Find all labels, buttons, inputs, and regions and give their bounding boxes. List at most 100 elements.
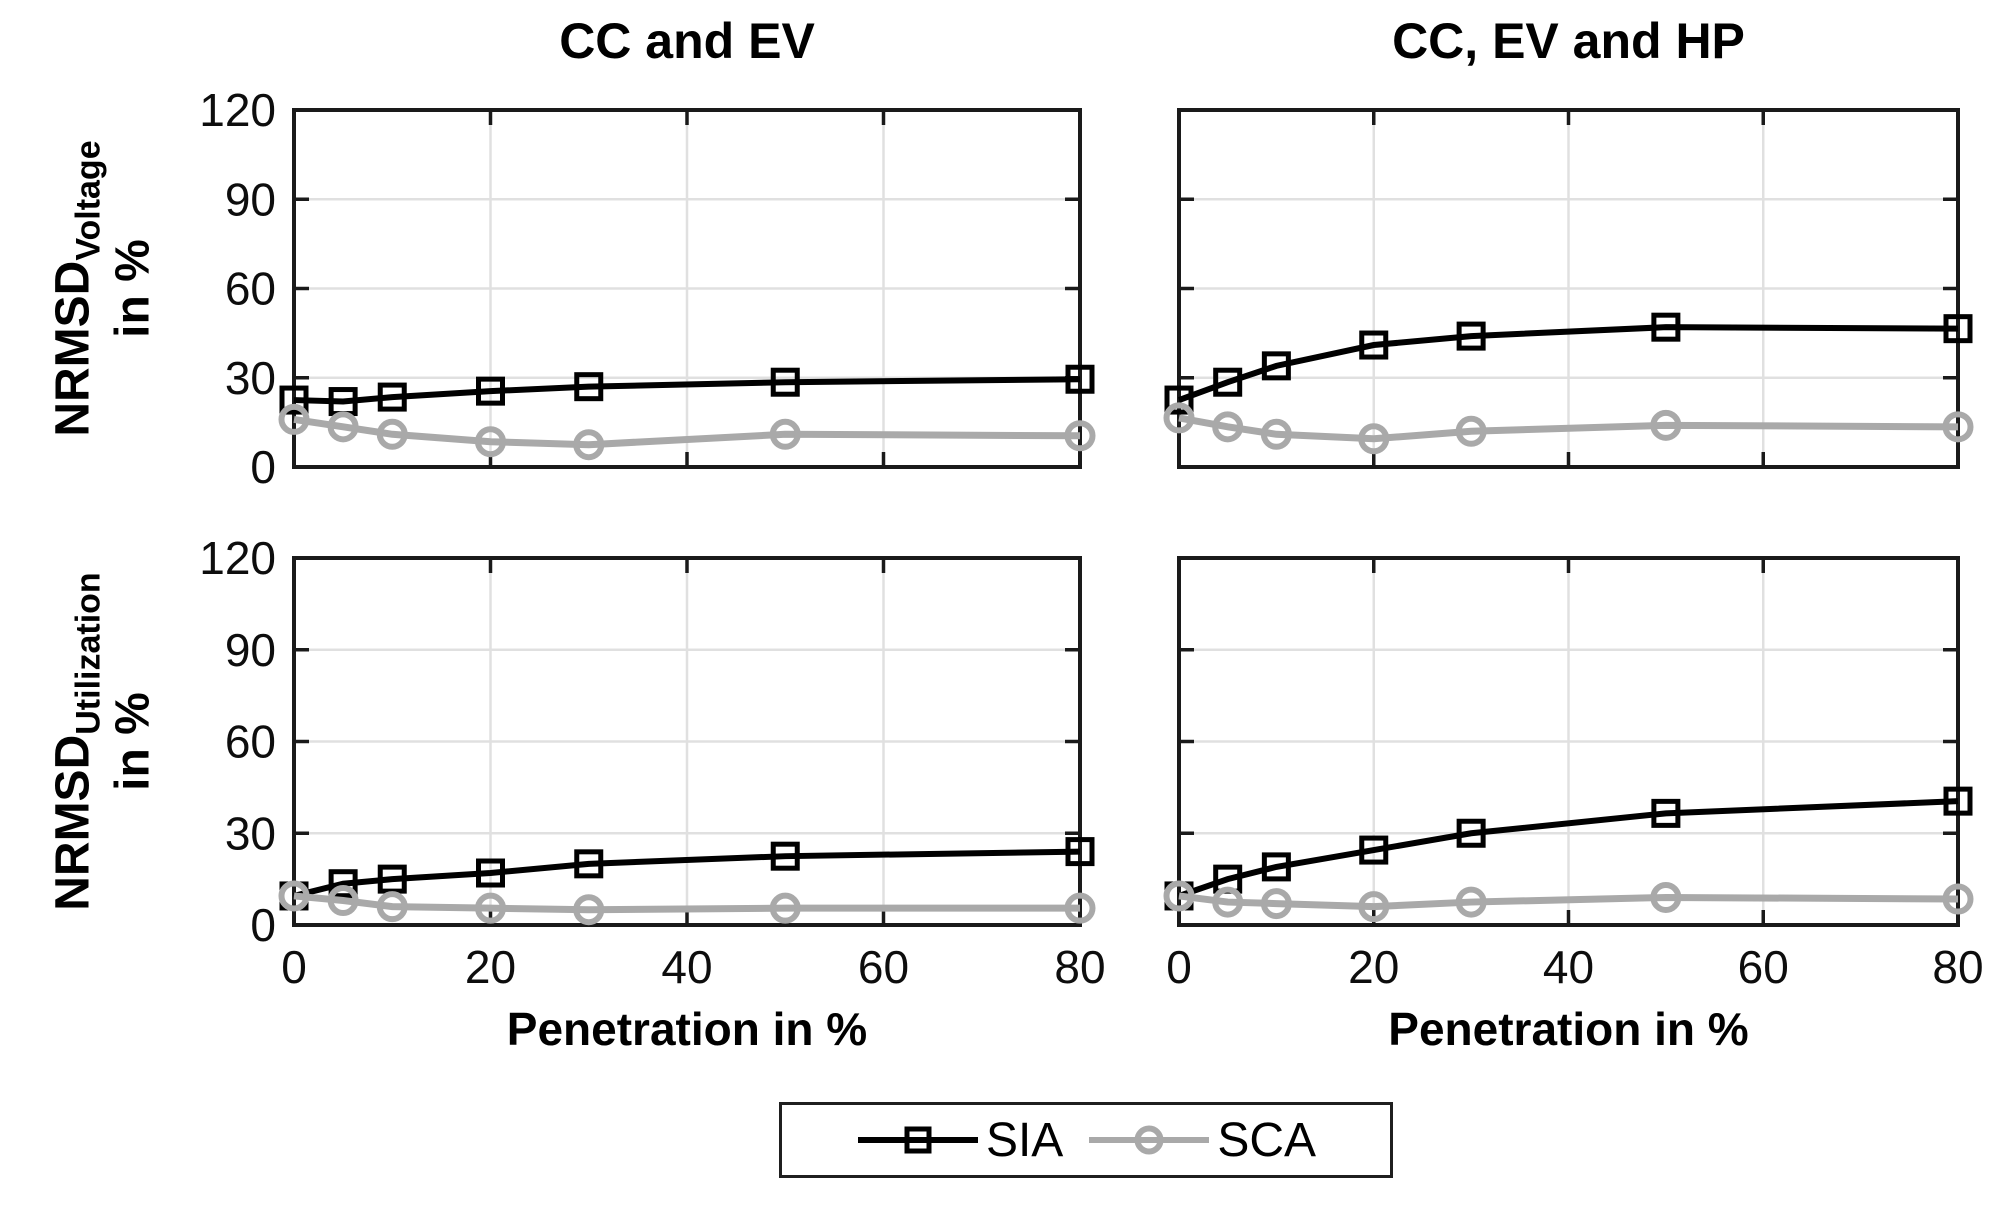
- marker-square-sia: [1943, 314, 1973, 344]
- marker-square-sia: [1651, 798, 1681, 828]
- marker-circle-sca: [1163, 880, 1195, 912]
- ylabel-main: NRMSD: [46, 734, 100, 911]
- marker-square-sia: [1261, 852, 1291, 882]
- marker-circle-sca: [1942, 411, 1974, 443]
- y-axis-label-voltage: NRMSDVoltage in %: [14, 110, 194, 467]
- marker-square-sia: [328, 869, 358, 899]
- y-axis-label-voltage-text: NRMSDVoltage in %: [46, 140, 160, 437]
- marker-square-sia: [279, 385, 309, 415]
- marker-circle-sca: [1942, 883, 1974, 915]
- marker-circle-sca: [327, 411, 359, 443]
- legend-item-sia: SIA: [856, 1113, 1063, 1168]
- marker-circle-sca: [1064, 420, 1096, 452]
- marker-circle-sca: [376, 891, 408, 923]
- series-line-sia: [293, 376, 1081, 405]
- marker-square-sia: [1943, 786, 1973, 816]
- marker-circle-sca: [1064, 892, 1096, 924]
- marker-circle-sca: [573, 429, 605, 461]
- x-tick-label: 60: [858, 941, 909, 993]
- y-tick-label: 90: [225, 624, 276, 676]
- x-tick-label: 0: [1166, 941, 1192, 993]
- marker-circle-sca: [475, 892, 506, 924]
- x-axis-label-left: Penetration in %: [506, 1003, 868, 1055]
- marker-square-sia: [574, 372, 604, 402]
- x-tick-label: 60: [1738, 941, 1789, 993]
- series-line-sia: [293, 848, 1081, 899]
- marker-square-sia: [1651, 312, 1681, 342]
- chart-canvas-voltage-cc-ev-hp: [1163, 108, 1974, 469]
- y-tick-label: 120: [199, 84, 276, 136]
- series-line-sia: [1178, 798, 1959, 899]
- marker-circle-sca: [278, 403, 310, 435]
- marker-circle-sca: [769, 418, 801, 450]
- marker-square-sia: [1456, 818, 1486, 848]
- y-tick-label: 60: [225, 263, 276, 315]
- marker-circle-sca: [327, 885, 359, 917]
- marker-square-sia: [377, 864, 407, 894]
- x-axis-label-right: Penetration in %: [1388, 1003, 1749, 1055]
- legend-label-sia: SIA: [985, 1113, 1064, 1167]
- y-tick-label: 30: [225, 352, 276, 404]
- y-tick-label: 90: [225, 173, 276, 225]
- x-tick-label: 40: [661, 941, 712, 993]
- series-line-sca: [1178, 414, 1959, 443]
- subplot-title-cc-ev-hp: CC, EV and HP: [1392, 13, 1745, 69]
- marker-square-sia: [1164, 385, 1194, 415]
- chart-canvas-utilization-cc-ev-hp: 0 20 40 60 80: [1163, 556, 1984, 993]
- legend: SIA SCA: [779, 1102, 1393, 1178]
- x-tick-label: 20: [1348, 941, 1399, 993]
- chart-canvas-voltage-cc-ev: 0 30 60 90 120: [199, 84, 1096, 493]
- marker-circle-sca: [1212, 411, 1244, 443]
- ylabel-unit: in %: [106, 692, 160, 791]
- marker-square-sia: [476, 376, 505, 406]
- marker-circle-sca: [1650, 881, 1682, 913]
- y-axis-label-utilization: NRMSDUtilization in %: [14, 558, 194, 925]
- plot-utilization-cc-ev: 0 30 60 90 120 0 20 40 60 80: [199, 532, 1105, 993]
- marker-square-sia: [1213, 367, 1243, 397]
- subplot-title-cc-ev: CC and EV: [559, 13, 815, 69]
- ylabel-subscript: Utilization: [69, 572, 108, 735]
- legend-item-sca: SCA: [1087, 1113, 1316, 1168]
- marker-square-sia: [1261, 351, 1291, 381]
- marker-square-sia: [770, 367, 800, 397]
- marker-circle-sca: [475, 426, 506, 458]
- marker-circle-sca: [1260, 888, 1292, 920]
- marker-square-sia: [1456, 321, 1486, 351]
- marker-circle-sca: [1260, 418, 1292, 450]
- series-line-sca: [293, 892, 1080, 914]
- chart-canvas-utilization-cc-ev: 0 30 60 90 120 0 20 40 60 80: [199, 532, 1105, 993]
- y-tick-label: 30: [225, 807, 276, 859]
- x-tick-label: 40: [1543, 941, 1594, 993]
- marker-circle-sca: [1358, 423, 1390, 455]
- y-tick-label: 0: [250, 899, 276, 951]
- sca-line-circle-marker-icon: [1089, 1125, 1210, 1155]
- marker-square-sia: [1359, 330, 1389, 360]
- marker-circle-sca: [1455, 415, 1487, 447]
- sia-line-square-marker-icon: [857, 1126, 978, 1154]
- ylabel-unit: in %: [106, 239, 160, 338]
- y-tick-label: 0: [250, 441, 276, 493]
- plot-voltage-cc-ev-hp: [1163, 108, 1974, 469]
- marker-circle-sca: [769, 892, 801, 924]
- marker-square-sia: [1065, 364, 1095, 394]
- marker-circle-sca: [1650, 409, 1682, 441]
- plot-voltage-cc-ev: 0 30 60 90 120: [199, 84, 1096, 493]
- marker-circle-sca: [376, 418, 408, 450]
- y-axis-label-utilization-text: NRMSDUtilization in %: [46, 572, 160, 911]
- marker-square-sia: [476, 858, 505, 888]
- series-line-sca: [293, 415, 1081, 449]
- ylabel-main: NRMSD: [46, 260, 100, 437]
- ylabel-subscript: Voltage: [69, 140, 108, 261]
- marker-square-sia: [377, 382, 407, 412]
- y-tick-label: 60: [225, 716, 276, 768]
- marker-circle-sca: [278, 880, 310, 912]
- marker-circle-sca: [1358, 891, 1390, 923]
- marker-square-sia: [1359, 835, 1389, 865]
- x-tick-label: 0: [281, 941, 307, 993]
- y-tick-label: 120: [199, 532, 276, 584]
- x-tick-label: 80: [1932, 941, 1983, 993]
- marker-circle-sca: [1212, 886, 1244, 918]
- series-line-sca: [1178, 892, 1959, 911]
- marker-square-sia: [574, 849, 604, 879]
